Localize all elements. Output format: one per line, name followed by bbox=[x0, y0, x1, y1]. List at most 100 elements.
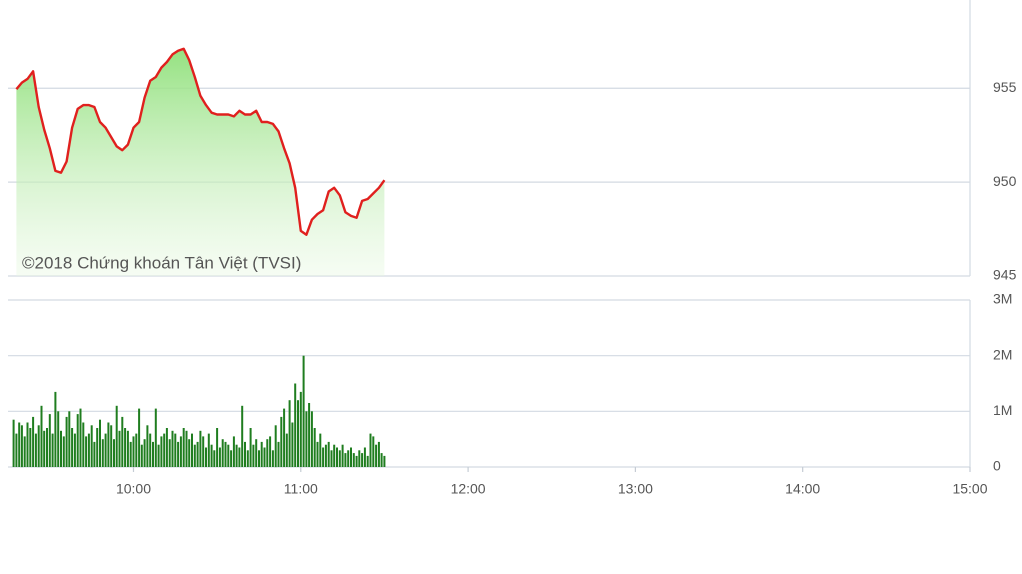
volume-bar bbox=[157, 444, 160, 467]
x-tick-label: 11:00 bbox=[284, 481, 318, 497]
volume-bar bbox=[277, 441, 280, 467]
y-tick-label: 945 bbox=[993, 267, 1017, 283]
volume-bar bbox=[341, 444, 344, 467]
volume-bar bbox=[308, 403, 311, 467]
volume-bar bbox=[369, 433, 372, 467]
y-tick-label: 950 bbox=[993, 173, 1017, 189]
volume-bar bbox=[71, 428, 74, 467]
volume-bar bbox=[160, 436, 163, 467]
x-tick-label: 13:00 bbox=[618, 481, 653, 497]
volume-bar bbox=[40, 405, 43, 467]
volume-bar bbox=[96, 428, 99, 467]
volume-bar bbox=[207, 433, 210, 467]
volume-bar bbox=[182, 428, 185, 467]
volume-bar bbox=[288, 400, 291, 467]
volume-bar bbox=[90, 425, 93, 468]
volume-bar bbox=[34, 433, 37, 467]
volume-bar bbox=[363, 447, 366, 467]
volume-bar bbox=[193, 444, 196, 467]
volume-bar bbox=[168, 439, 171, 467]
volume-bar bbox=[110, 425, 113, 468]
volume-bar bbox=[76, 414, 79, 467]
volume-bar bbox=[115, 405, 118, 467]
volume-bar bbox=[73, 433, 76, 467]
volume-bar bbox=[143, 439, 146, 467]
volume-bar bbox=[87, 433, 90, 467]
volume-bar bbox=[179, 436, 182, 467]
volume-bar bbox=[185, 430, 188, 467]
volume-bar bbox=[271, 450, 274, 467]
volume-bar bbox=[336, 447, 338, 467]
volume-bar bbox=[227, 444, 230, 467]
volume-bar bbox=[85, 436, 88, 467]
volume-bar bbox=[126, 430, 129, 467]
volume-bar bbox=[246, 450, 249, 467]
volume-bar bbox=[65, 416, 68, 467]
volume-bar bbox=[302, 355, 305, 467]
volume-bar bbox=[104, 433, 107, 467]
volume-bar bbox=[146, 425, 149, 468]
volume-bar bbox=[358, 450, 361, 467]
volume-bar bbox=[221, 439, 224, 467]
volume-bar bbox=[43, 430, 46, 467]
volume-bar bbox=[249, 428, 252, 467]
volume-bar bbox=[152, 441, 154, 467]
volume-bar bbox=[299, 391, 302, 467]
volume-bar bbox=[241, 405, 244, 467]
volume-bar bbox=[174, 433, 177, 467]
volume-bar bbox=[37, 425, 40, 468]
volume-bar bbox=[280, 416, 283, 467]
volume-bar bbox=[269, 436, 272, 467]
volume-bar bbox=[121, 416, 124, 467]
volume-bar bbox=[322, 447, 325, 467]
y-tick-label: 1M bbox=[993, 402, 1012, 418]
y-tick-label: 955 bbox=[993, 79, 1017, 95]
volume-bar bbox=[352, 453, 355, 467]
volume-bar bbox=[93, 441, 96, 467]
volume-bar bbox=[380, 453, 383, 467]
volume-bar bbox=[213, 450, 216, 467]
volume-bar bbox=[113, 439, 115, 467]
volume-bar bbox=[149, 433, 152, 467]
volume-bar bbox=[297, 400, 299, 467]
volume-bar bbox=[18, 422, 21, 467]
volume-bar bbox=[20, 425, 23, 468]
volume-bar bbox=[366, 455, 369, 467]
volume-bar bbox=[68, 411, 71, 467]
volume-bar bbox=[218, 447, 221, 467]
volume-bar bbox=[305, 411, 308, 467]
volume-bar bbox=[324, 444, 327, 467]
volume-bar bbox=[26, 422, 29, 467]
volume-bar bbox=[135, 433, 138, 467]
volume-bar bbox=[260, 441, 263, 467]
volume-bar bbox=[319, 433, 322, 467]
volume-bar bbox=[163, 433, 166, 467]
volume-bar bbox=[274, 425, 277, 468]
volume-bar bbox=[138, 408, 141, 467]
volume-bar bbox=[238, 447, 241, 467]
volume-bar bbox=[347, 450, 350, 467]
volume-bar bbox=[244, 441, 246, 467]
volume-bar bbox=[191, 433, 193, 467]
volume-bar bbox=[23, 436, 26, 467]
volume-bar bbox=[129, 441, 132, 467]
volume-bar bbox=[310, 411, 313, 467]
volume-bar bbox=[57, 411, 60, 467]
annotation: ©2018 Chứng khoán Tân Việt (TVSI) bbox=[22, 253, 301, 272]
volume-bar bbox=[82, 422, 85, 467]
volume-bar bbox=[375, 444, 378, 467]
volume-bar bbox=[154, 408, 157, 467]
volume-bar bbox=[51, 433, 54, 467]
volume-bar bbox=[235, 444, 238, 467]
price-line bbox=[15, 47, 386, 236]
volume-bar bbox=[313, 428, 316, 467]
volume-bar bbox=[330, 450, 333, 467]
volume-bar bbox=[383, 455, 386, 467]
volume-bar bbox=[344, 453, 347, 467]
volume-bar bbox=[338, 450, 341, 467]
volume-bar bbox=[232, 436, 235, 467]
x-tick-label: 10:00 bbox=[116, 481, 151, 497]
volume-bar bbox=[171, 430, 174, 467]
volume-bar bbox=[216, 428, 219, 467]
